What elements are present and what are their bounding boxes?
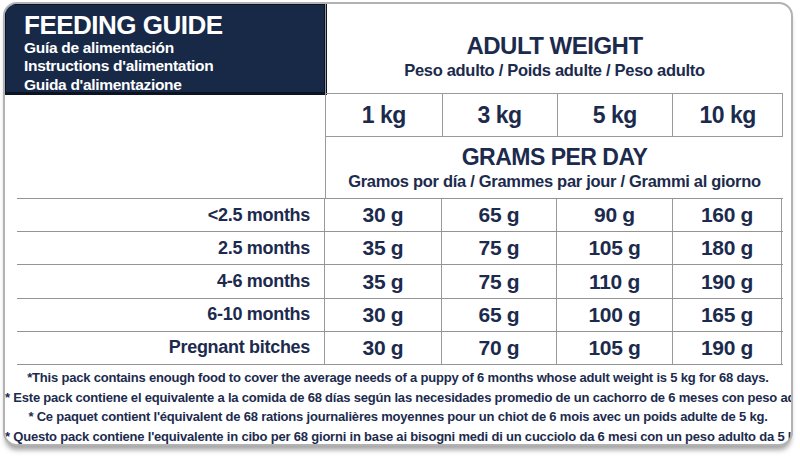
table-row: 2.5 months 35 g 75 g 105 g 180 g xyxy=(17,231,783,264)
adult-weight-subtitle: Peso adulto / Poids adulte / Peso adulto xyxy=(404,61,705,80)
feeding-guide-header: FEEDING GUIDE Guía de alimentación Instr… xyxy=(3,2,327,95)
grams-value: 70 g xyxy=(441,332,556,364)
footnote-fr: * Ce paquet contient l'équivalent de 68 … xyxy=(5,407,791,427)
grams-per-day-subtitle: Gramos por día / Grammes par jour / Gram… xyxy=(348,172,761,191)
grams-value: 160 g xyxy=(672,199,782,231)
footnote-es: * Este pack contiene el equivalente a la… xyxy=(5,388,791,408)
grams-value: 35 g xyxy=(325,232,441,264)
grams-value: 110 g xyxy=(556,265,672,297)
grams-value: 190 g xyxy=(672,332,782,364)
grams-value: 165 g xyxy=(672,299,782,331)
weight-col-10kg: 10 kg xyxy=(672,94,782,136)
grams-per-day-header: GRAMS PER DAY Gramos por día / Grammes p… xyxy=(325,137,783,198)
grams-value: 105 g xyxy=(556,232,672,264)
feeding-guide-title: FEEDING GUIDE xyxy=(24,12,314,39)
grams-value: 35 g xyxy=(325,265,441,297)
weight-col-1kg: 1 kg xyxy=(326,94,442,136)
row-label: 2.5 months xyxy=(17,232,325,264)
feeding-guide-subtitle-es: Guía de alimentación xyxy=(24,39,314,57)
grams-value: 100 g xyxy=(556,299,672,331)
grams-value: 75 g xyxy=(441,232,556,264)
row-label: <2.5 months xyxy=(17,199,325,231)
grams-value: 190 g xyxy=(672,265,782,297)
grams-value: 30 g xyxy=(325,332,441,364)
grams-value: 75 g xyxy=(441,265,556,297)
grams-value: 65 g xyxy=(441,199,556,231)
grams-value: 30 g xyxy=(325,199,441,231)
row-label: 6-10 months xyxy=(17,299,325,331)
footnotes: *This pack contains enough food to cover… xyxy=(5,368,791,446)
feeding-table: <2.5 months 30 g 65 g 90 g 160 g 2.5 mon… xyxy=(17,198,783,365)
adult-weight-header: ADULT WEIGHT Peso adulto / Poids adulte … xyxy=(325,4,783,93)
feeding-guide-panel: FEEDING GUIDE Guía de alimentación Instr… xyxy=(0,0,800,458)
weight-col-5kg: 5 kg xyxy=(557,94,673,136)
row-label: 4-6 months xyxy=(17,265,325,297)
grams-value: 105 g xyxy=(556,332,672,364)
table-row: 4-6 months 35 g 75 g 110 g 190 g xyxy=(17,264,783,297)
grams-value: 30 g xyxy=(325,299,441,331)
table-row: 6-10 months 30 g 65 g 100 g 165 g xyxy=(17,298,783,331)
weight-columns-header: 1 kg 3 kg 5 kg 10 kg xyxy=(325,93,783,137)
feeding-guide-subtitle-it: Guida d'alimentazione xyxy=(24,76,314,94)
footnote-en: *This pack contains enough food to cover… xyxy=(5,368,791,388)
footnote-it: * Questo pack contiene l'equivalente in … xyxy=(5,427,791,447)
row-label: Pregnant bitches xyxy=(17,332,325,364)
table-row: <2.5 months 30 g 65 g 90 g 160 g xyxy=(17,199,783,231)
table-row: Pregnant bitches 30 g 70 g 105 g 190 g xyxy=(17,331,783,364)
grams-per-day-title: GRAMS PER DAY xyxy=(462,144,648,171)
grams-value: 90 g xyxy=(556,199,672,231)
grams-value: 180 g xyxy=(672,232,782,264)
grams-value: 65 g xyxy=(441,299,556,331)
adult-weight-title: ADULT WEIGHT xyxy=(466,32,642,60)
weight-col-3kg: 3 kg xyxy=(442,94,557,136)
feeding-guide-subtitle-fr: Instructions d'alimentation xyxy=(24,57,314,75)
feeding-guide-sheet: FEEDING GUIDE Guía de alimentación Instr… xyxy=(3,2,793,446)
